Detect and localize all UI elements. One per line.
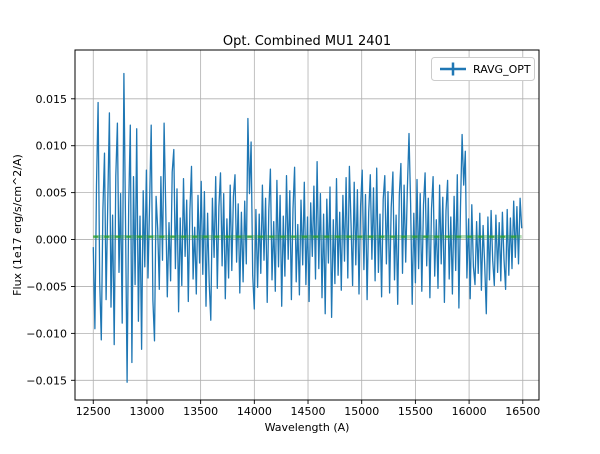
x-tick-label: 16000 — [452, 405, 487, 418]
legend-label: RAVG_OPT — [473, 63, 531, 76]
x-tick-label: 16500 — [505, 405, 540, 418]
legend: RAVG_OPT — [431, 57, 535, 81]
x-tick-label: 14000 — [237, 405, 272, 418]
y-tick-label: −0.015 — [26, 374, 67, 387]
x-tick-label: 12500 — [76, 405, 111, 418]
y-tick-label: −0.010 — [26, 327, 67, 340]
x-tick-label: 15500 — [398, 405, 433, 418]
x-tick-label: 14500 — [291, 405, 326, 418]
y-tick-label: 0.010 — [36, 140, 68, 153]
x-tick-label: 13000 — [129, 405, 164, 418]
legend-box — [431, 57, 535, 81]
x-tick-label: 13500 — [183, 405, 218, 418]
spectrum-line — [92, 72, 523, 383]
y-tick-label: −0.005 — [26, 280, 67, 293]
y-axis-label: Flux (1e17 erg/s/cm^2/A) — [11, 154, 24, 296]
tick-labels: 12500 13000 13500 14000 14500 15000 15500 16000… — [26, 93, 540, 418]
x-tick-label: 15000 — [344, 405, 379, 418]
axes-frame — [74, 49, 540, 401]
y-tick-label: 0.000 — [36, 234, 68, 247]
chart-title: Opt. Combined MU1 2401 — [223, 34, 391, 49]
x-axis-label: Wavelength (A) — [265, 421, 350, 434]
data-series — [92, 72, 523, 383]
y-tick-label: 0.015 — [36, 93, 68, 106]
errorbar-plus-icon — [440, 62, 466, 76]
axis-ticks — [71, 98, 524, 404]
y-tick-label: 0.005 — [36, 187, 68, 200]
